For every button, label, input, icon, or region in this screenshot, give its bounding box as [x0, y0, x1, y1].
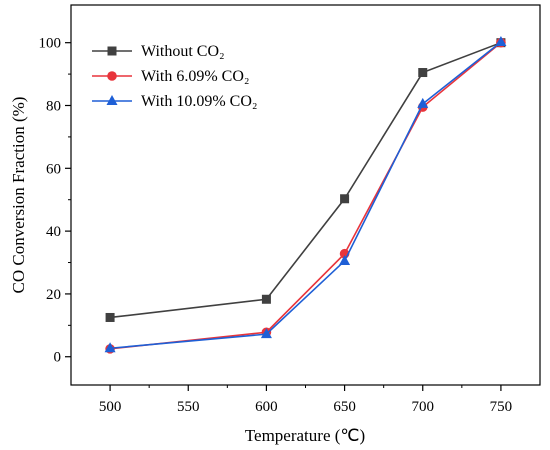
legend-item: With 10.09% CO₂ — [92, 93, 257, 110]
legend: Without CO₂ With 6.09% CO₂ With 10.09% CO₂ — [92, 43, 257, 110]
y-tick-label: 20 — [46, 287, 61, 303]
data-point — [339, 254, 351, 265]
series-line — [110, 41, 502, 350]
y-tick-label: 40 — [46, 224, 61, 240]
series-layer — [104, 36, 507, 354]
data-point — [104, 342, 116, 353]
series-3 — [104, 36, 507, 353]
data-point — [260, 328, 272, 339]
legend-item: Without CO₂ — [92, 43, 225, 60]
legend-label: With 10.09% CO₂ — [141, 93, 257, 110]
legend-label: With 6.09% CO₂ — [141, 68, 249, 85]
y-tick-label: 60 — [46, 161, 61, 177]
x-tick-label: 650 — [333, 399, 356, 415]
legend-marker — [107, 71, 117, 81]
plot-frame — [70, 4, 541, 386]
y-tick-label: 80 — [46, 98, 61, 114]
x-tick-label: 500 — [99, 399, 122, 415]
x-axis-title: Temperature (℃) — [245, 426, 365, 445]
data-point — [495, 36, 507, 47]
x-axis-ticks: 500 550 600 650 700 750 — [99, 385, 512, 415]
data-point — [340, 194, 350, 204]
data-point — [418, 68, 428, 78]
data-point — [261, 294, 271, 304]
data-point — [105, 312, 115, 322]
legend-item: With 6.09% CO₂ — [92, 68, 249, 85]
y-tick-label: 0 — [54, 350, 62, 366]
legend-label: Without CO₂ — [141, 43, 225, 60]
legend-marker — [107, 46, 117, 56]
y-axis-ticks: 0 20 40 60 80 100 — [39, 36, 71, 366]
data-point — [417, 97, 429, 108]
y-axis-title: CO Conversion Fraction (%) — [9, 97, 28, 294]
legend-marker — [106, 95, 118, 105]
x-tick-label: 750 — [490, 399, 513, 415]
x-tick-label: 700 — [412, 399, 435, 415]
x-tick-label: 600 — [255, 399, 278, 415]
y-tick-label: 100 — [39, 36, 62, 52]
x-tick-label: 550 — [177, 399, 200, 415]
